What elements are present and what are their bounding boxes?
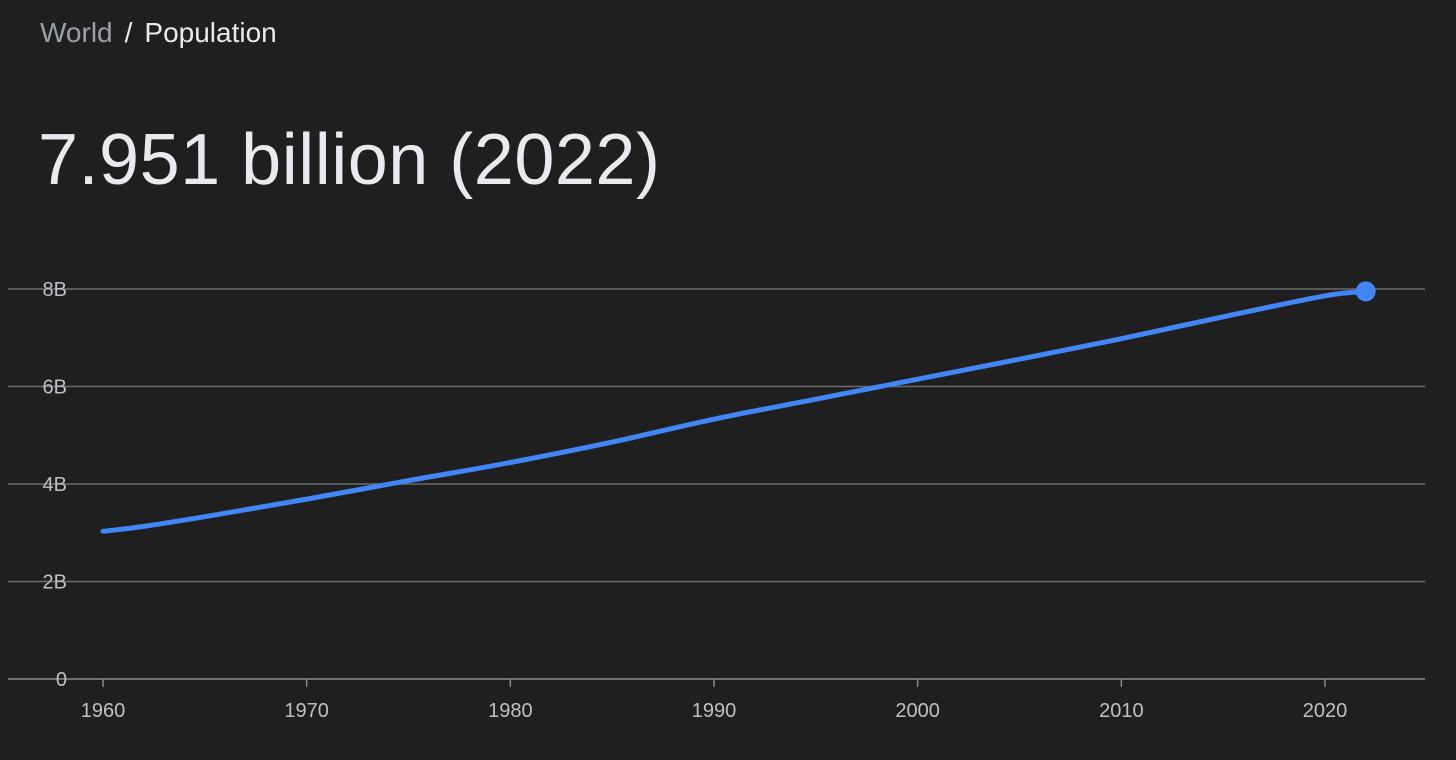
population-series: [100, 281, 1376, 534]
breadcrumb: World / Population: [40, 16, 277, 50]
breadcrumb-world-link[interactable]: World: [40, 17, 113, 48]
x-axis-ticks: 1960 1970 1980 1990 2000 2010 2020: [81, 679, 1348, 722]
y-tick-label: 2B: [43, 572, 67, 594]
x-tick-label: 2020: [1303, 700, 1348, 722]
y-tick-label: 6B: [43, 377, 67, 399]
x-tick-label: 1990: [692, 700, 737, 722]
x-tick-label: 1970: [284, 700, 329, 722]
x-tick-label: 1960: [81, 700, 126, 722]
x-tick-label: 2010: [1099, 700, 1144, 722]
population-line: [100, 288, 1369, 534]
y-tick-label: 4B: [43, 474, 67, 496]
y-tick-label: 8B: [43, 279, 67, 301]
y-axis-ticks: 0 2B 4B 6B 8B: [43, 279, 67, 691]
y-tick-label: 0: [56, 669, 67, 691]
grid-lines: [8, 288, 1425, 680]
population-value-headline: 7.951 billion (2022): [38, 120, 661, 200]
breadcrumb-separator: /: [124, 17, 133, 48]
breadcrumb-current: Population: [144, 17, 277, 48]
x-tick-label: 2000: [895, 700, 940, 722]
x-tick-label: 1980: [488, 700, 533, 722]
latest-value-point[interactable]: [1355, 281, 1376, 302]
